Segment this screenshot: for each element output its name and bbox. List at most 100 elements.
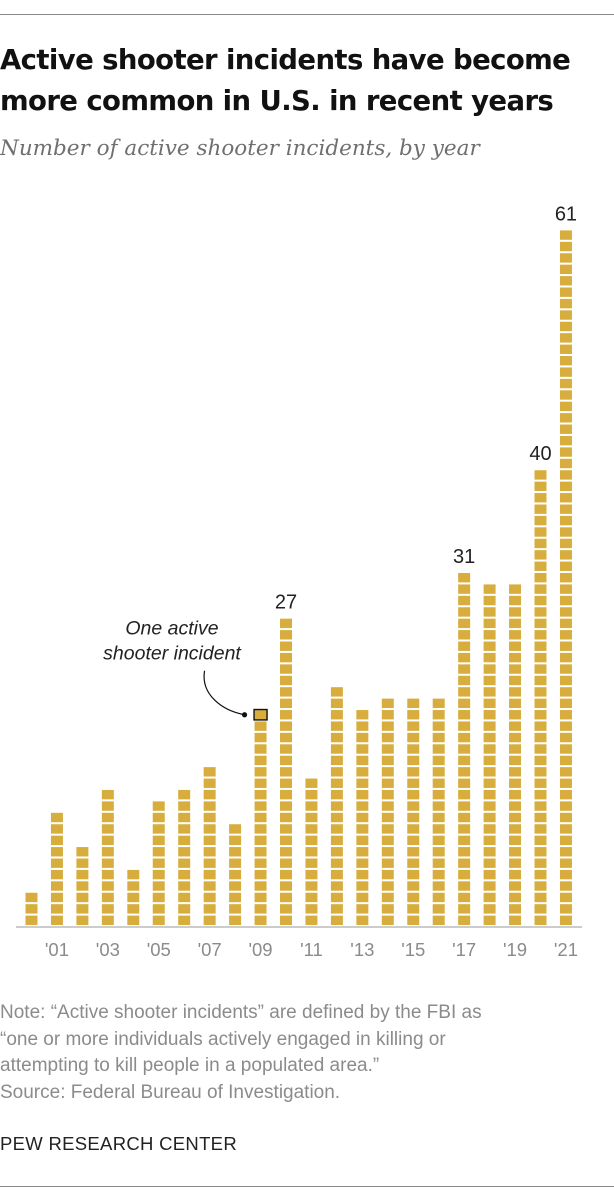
bar-2017 — [458, 572, 471, 925]
bar-unit — [432, 732, 445, 743]
bar-unit — [407, 847, 420, 857]
bar-unit — [330, 744, 343, 754]
bar-unit — [407, 778, 420, 788]
bar-unit — [559, 755, 572, 766]
bar-unit — [483, 858, 496, 868]
bar-unit — [432, 824, 445, 834]
x-tick-label: '07 — [198, 939, 222, 960]
bar-unit — [203, 847, 216, 857]
bar-unit — [407, 881, 420, 891]
bar-unit — [356, 789, 369, 800]
bar-unit — [534, 687, 547, 697]
bar-unit — [509, 744, 522, 754]
bar-2021 — [559, 230, 572, 925]
bar-unit — [178, 847, 191, 857]
bar-unit — [534, 732, 547, 743]
bar-unit — [559, 401, 572, 412]
bar-unit — [280, 641, 292, 651]
bar-unit — [458, 618, 471, 629]
bar-unit — [25, 904, 38, 914]
bar-unit — [559, 333, 572, 343]
bar-unit — [305, 789, 318, 800]
bar-unit — [559, 447, 572, 457]
bar-unit — [534, 847, 547, 857]
bar-unit — [178, 915, 191, 925]
bar-unit — [559, 230, 572, 240]
bar-unit — [305, 835, 318, 846]
bar-unit — [559, 675, 572, 686]
bar-unit — [483, 744, 496, 754]
bar-unit — [559, 481, 572, 492]
bar-unit — [483, 652, 496, 663]
bar-unit — [534, 710, 547, 720]
bar-unit — [280, 778, 292, 788]
bar-unit — [559, 641, 572, 651]
bar-unit — [534, 618, 547, 629]
bar-2003 — [101, 789, 114, 925]
bar-unit — [178, 892, 191, 903]
bar-unit — [483, 801, 496, 811]
bar-unit — [559, 744, 572, 754]
bar-unit — [101, 835, 114, 846]
data-label: 31 — [453, 546, 475, 568]
bar-unit — [330, 904, 343, 914]
bar-unit — [152, 858, 165, 868]
chart-title: Active shooter incidents have become mor… — [0, 40, 600, 122]
bar-unit — [101, 789, 114, 800]
bar-unit — [559, 378, 572, 389]
x-tick-label: '05 — [147, 939, 171, 960]
bar-2000 — [25, 892, 38, 925]
bar-unit — [178, 869, 191, 880]
source-line: Source: Federal Bureau of Investigation. — [0, 1081, 341, 1103]
bar-unit — [254, 767, 267, 777]
bar-unit — [559, 527, 572, 537]
bar-2019 — [509, 584, 522, 925]
bar-unit — [305, 869, 318, 880]
bar-2011 — [305, 778, 318, 925]
bar-unit — [356, 835, 369, 846]
bar-unit — [509, 721, 522, 731]
bar-unit — [458, 641, 471, 651]
bar-unit — [559, 504, 572, 514]
bar-unit — [559, 390, 572, 400]
bar-unit — [178, 904, 191, 914]
bar-unit — [483, 847, 496, 857]
bar-unit — [178, 789, 191, 800]
bar-unit — [559, 607, 572, 617]
bar-unit — [483, 915, 496, 925]
x-tick-label: '03 — [96, 939, 120, 960]
bar-unit — [534, 767, 547, 777]
bar-unit — [381, 767, 394, 777]
bar-unit — [152, 824, 165, 834]
bar-unit — [534, 630, 547, 640]
bar-unit — [432, 721, 445, 731]
bar-unit — [203, 858, 216, 868]
bar-unit — [534, 755, 547, 766]
bar-unit — [203, 881, 216, 891]
bar-unit — [101, 881, 114, 891]
bar-unit — [534, 572, 547, 583]
bar-unit — [254, 847, 267, 857]
bar-unit — [559, 801, 572, 811]
bar-unit — [280, 915, 292, 925]
annotation-leader-line — [203, 670, 245, 716]
bar-unit — [559, 264, 572, 275]
bar-unit — [559, 458, 572, 469]
bar-unit — [534, 504, 547, 514]
bar-unit — [356, 892, 369, 903]
x-tick-label: '09 — [248, 939, 272, 960]
bar-unit — [381, 698, 394, 709]
bar-unit — [559, 413, 572, 423]
bar-unit — [509, 607, 522, 617]
bar-unit — [559, 321, 572, 332]
bar-unit — [280, 892, 292, 903]
bar-unit — [509, 664, 522, 674]
bar-unit — [305, 812, 318, 823]
bar-unit — [559, 241, 572, 252]
bar-unit — [559, 287, 572, 297]
bar-unit — [127, 892, 140, 903]
bar-unit — [101, 892, 114, 903]
bar-unit — [534, 869, 547, 880]
bar-unit — [76, 881, 89, 891]
bar-unit — [50, 869, 63, 880]
